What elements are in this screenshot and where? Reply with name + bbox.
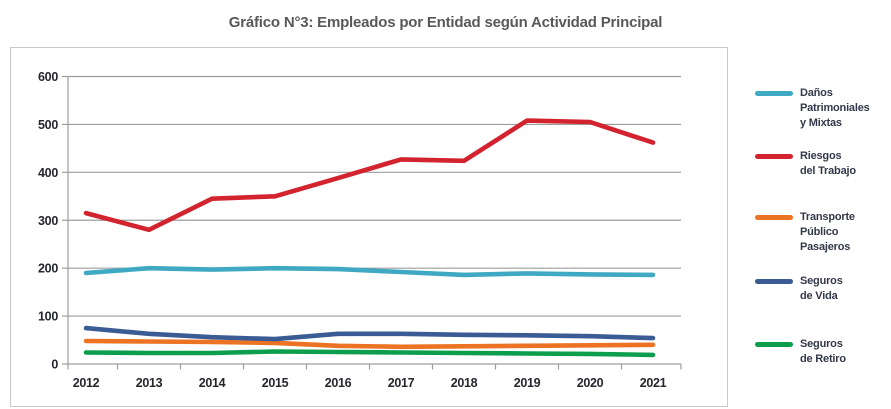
x-axis-tick-label: 2016 — [325, 376, 352, 390]
legend-item-label: Seguros de Retiro — [800, 338, 846, 365]
x-axis-tick-label: 2015 — [262, 376, 289, 390]
y-axis-tick-label: 300 — [38, 214, 58, 228]
chart-frame: 0 100 200 300 400 500 600 2012 2013 2014 2015 2016 2… — [10, 47, 728, 407]
legend-swatch — [755, 342, 793, 347]
x-axis-tick-label: 2012 — [73, 376, 100, 390]
x-axis-tick-label: 2019 — [514, 376, 541, 390]
series-line-4 — [83, 349, 656, 358]
x-axis-tick-label: 2013 — [136, 376, 163, 390]
legend-item-label: Seguros de Vida — [800, 275, 843, 302]
legend-item-label: Transporte Público Pasajeros — [800, 211, 855, 253]
legend-item: Seguros de Retiro — [755, 337, 846, 367]
y-axis-tick-label: 500 — [38, 118, 58, 132]
series-line-0 — [83, 265, 656, 278]
legend-swatch — [755, 154, 793, 159]
page-title: Gráfico N°3: Empleados por Entidad según… — [228, 14, 663, 31]
x-axis-tick-label: 2020 — [577, 376, 604, 390]
legend-item: Transporte Público Pasajeros — [755, 210, 855, 255]
x-axis-tick-label: 2017 — [388, 376, 415, 390]
legend-item-label: Riesgos del Trabajo — [800, 150, 856, 177]
y-axis-tick-label: 600 — [38, 70, 58, 84]
legend-swatch — [755, 279, 793, 284]
series-line-2 — [83, 338, 656, 350]
series-line-1 — [83, 118, 656, 233]
legend-swatch — [755, 215, 793, 220]
x-axis-tick-label: 2021 — [640, 376, 667, 390]
x-axis-tick-label: 2014 — [199, 376, 226, 390]
line-chart: 0 100 200 300 400 500 600 2012 2013 2014 2015 2016 2… — [38, 70, 682, 390]
y-axis-tick-label: 0 — [51, 358, 58, 372]
y-axis-tick-label: 400 — [38, 166, 58, 180]
legend: Daños Patrimoniales y Mixtas Riesgos del Tra… — [755, 0, 887, 409]
legend-swatch — [755, 91, 793, 96]
legend-item-label: Daños Patrimoniales y Mixtas — [800, 87, 870, 129]
y-axis-tick-label: 100 — [38, 310, 58, 324]
legend-item: Seguros de Vida — [755, 274, 843, 304]
y-axis-tick-label: 200 — [38, 262, 58, 276]
legend-item: Riesgos del Trabajo — [755, 149, 856, 179]
series-line-3 — [83, 325, 656, 342]
x-axis-tick-label: 2018 — [451, 376, 478, 390]
legend-item: Daños Patrimoniales y Mixtas — [755, 86, 870, 131]
